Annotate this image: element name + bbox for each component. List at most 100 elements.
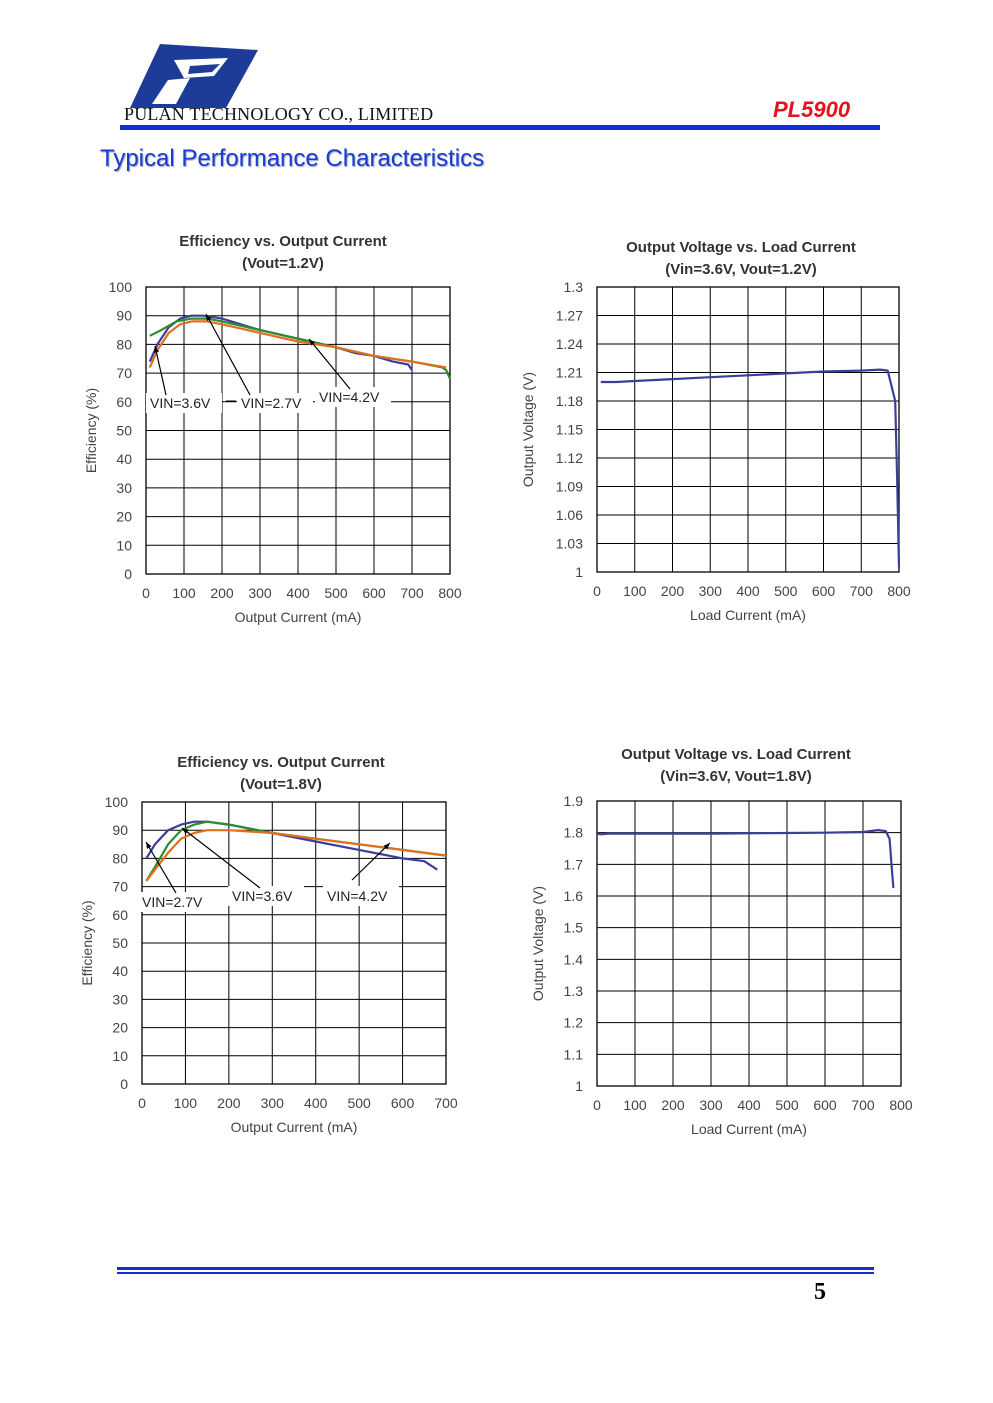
plot-frame xyxy=(145,286,451,575)
y-tick-label: 1.24 xyxy=(556,336,583,352)
y-tick-label: 80 xyxy=(116,336,132,352)
chart-subtitle: (Vout=1.2V) xyxy=(242,255,324,272)
y-axis-label: Output Voltage (V) xyxy=(530,886,546,1001)
y-tick-label: 1.21 xyxy=(556,365,583,381)
y-tick-label: 1.09 xyxy=(556,479,583,495)
y-tick-label: 60 xyxy=(116,394,132,410)
chart-title: Output Voltage vs. Load Current xyxy=(626,239,856,256)
x-tick-label: 0 xyxy=(593,583,601,599)
y-tick-label: 1.1 xyxy=(564,1046,584,1062)
annotation-arrow xyxy=(181,827,261,889)
annotation-arrowhead xyxy=(206,314,212,321)
x-tick-label: 500 xyxy=(347,1095,371,1111)
footer-rule-thin xyxy=(117,1272,874,1274)
x-tick-label: 700 xyxy=(400,585,424,601)
chart-title: Output Voltage vs. Load Current xyxy=(621,746,851,763)
y-tick-label: 20 xyxy=(116,509,132,525)
page-number: 5 xyxy=(814,1279,826,1305)
x-tick-label: 200 xyxy=(661,1097,685,1113)
y-tick-label: 20 xyxy=(112,1020,128,1036)
chart-title: Efficiency vs. Output Current xyxy=(179,233,387,250)
y-tick-label: 1.18 xyxy=(556,393,583,409)
pulan-logo-icon xyxy=(130,44,258,108)
annotation-arrowhead xyxy=(146,842,152,849)
annotation-label: VIN=2.7V xyxy=(142,894,203,910)
x-tick-label: 500 xyxy=(775,1097,799,1113)
y-tick-label: 1.15 xyxy=(556,422,583,438)
chart-efficiency-1v8: Efficiency vs. Output Current (Vout=1.8V)… xyxy=(79,754,458,1135)
x-tick-label: 400 xyxy=(286,585,310,601)
plot-frame xyxy=(596,800,902,1087)
y-tick-label: 0 xyxy=(124,566,132,582)
x-tick-label: 200 xyxy=(661,583,685,599)
x-tick-label: 800 xyxy=(889,1097,913,1113)
y-tick-label: 10 xyxy=(116,537,132,553)
annotation-bg xyxy=(315,387,391,407)
chart-vout-1v2: Output Voltage vs. Load Current (Vin=3.6V… xyxy=(520,239,911,623)
chart-subtitle: (Vin=3.6V, Vout=1.2V) xyxy=(665,261,816,278)
x-axis-label: Output Current (mA) xyxy=(235,609,362,625)
y-tick-label: 100 xyxy=(109,279,133,295)
x-tick-label: 100 xyxy=(623,1097,647,1113)
y-tick-label: 0 xyxy=(120,1076,128,1092)
y-tick-label: 1.5 xyxy=(564,920,584,936)
y-tick-label: 40 xyxy=(116,451,132,467)
y-tick-label: 1 xyxy=(575,564,583,580)
y-tick-label: 1.12 xyxy=(556,450,583,466)
y-axis-label: Efficiency (%) xyxy=(83,388,99,473)
y-tick-label: 1.06 xyxy=(556,507,583,523)
y-tick-label: 1.2 xyxy=(564,1015,584,1031)
annotation-label: VIN=2.7V xyxy=(241,395,302,411)
x-axis-label: Load Current (mA) xyxy=(691,1121,807,1137)
y-tick-label: 1.3 xyxy=(564,983,584,999)
x-tick-label: 0 xyxy=(593,1097,601,1113)
footer-rule xyxy=(117,1267,874,1270)
annotation-arrowhead xyxy=(383,843,390,850)
y-axis-label: Efficiency (%) xyxy=(79,900,95,985)
header-rule xyxy=(120,125,880,130)
y-tick-label: 90 xyxy=(112,822,128,838)
y-tick-label: 30 xyxy=(116,480,132,496)
y-tick-label: 1.6 xyxy=(564,888,584,904)
y-tick-label: 1.03 xyxy=(556,536,583,552)
x-tick-label: 600 xyxy=(362,585,386,601)
plot-frame xyxy=(596,286,900,573)
y-tick-label: 50 xyxy=(116,423,132,439)
x-tick-label: 200 xyxy=(217,1095,241,1111)
series-line-0 xyxy=(596,828,895,889)
section-title: Typical Performance Characteristics xyxy=(100,145,485,172)
series-line-vin-2-7v xyxy=(145,820,438,871)
y-axis-label: Output Voltage (V) xyxy=(520,372,536,487)
x-axis-label: Load Current (mA) xyxy=(690,607,806,623)
company-logo xyxy=(130,42,260,112)
x-axis-label: Output Current (mA) xyxy=(231,1119,358,1135)
part-number: PL5900 xyxy=(773,97,851,122)
y-tick-label: 60 xyxy=(112,907,128,923)
y-tick-label: 1.7 xyxy=(564,856,584,872)
y-tick-label: 100 xyxy=(105,794,129,810)
annotation-label: VIN=4.2V xyxy=(319,389,380,405)
y-tick-label: 1.4 xyxy=(564,951,584,967)
x-tick-label: 600 xyxy=(812,583,836,599)
plot-frame xyxy=(141,801,447,1085)
annotation-label: VIN=3.6V xyxy=(232,888,293,904)
y-tick-label: 50 xyxy=(112,935,128,951)
x-tick-label: 300 xyxy=(261,1095,285,1111)
x-tick-label: 100 xyxy=(172,585,196,601)
x-tick-label: 700 xyxy=(851,1097,875,1113)
y-tick-label: 90 xyxy=(116,308,132,324)
annotation-arrow xyxy=(205,313,251,396)
annotation-arrow xyxy=(154,345,167,396)
series-line-0 xyxy=(600,368,901,568)
x-tick-label: 500 xyxy=(324,585,348,601)
annotation-bg xyxy=(146,393,222,413)
x-tick-label: 100 xyxy=(174,1095,198,1111)
y-tick-label: 30 xyxy=(112,991,128,1007)
chart-subtitle: (Vin=3.6V, Vout=1.8V) xyxy=(660,768,811,785)
x-tick-label: 600 xyxy=(391,1095,415,1111)
y-tick-label: 10 xyxy=(112,1048,128,1064)
series-line-vin-4-2v xyxy=(148,320,447,369)
y-tick-label: 80 xyxy=(112,850,128,866)
x-tick-label: 0 xyxy=(142,585,150,601)
y-tick-label: 1.3 xyxy=(564,279,584,295)
